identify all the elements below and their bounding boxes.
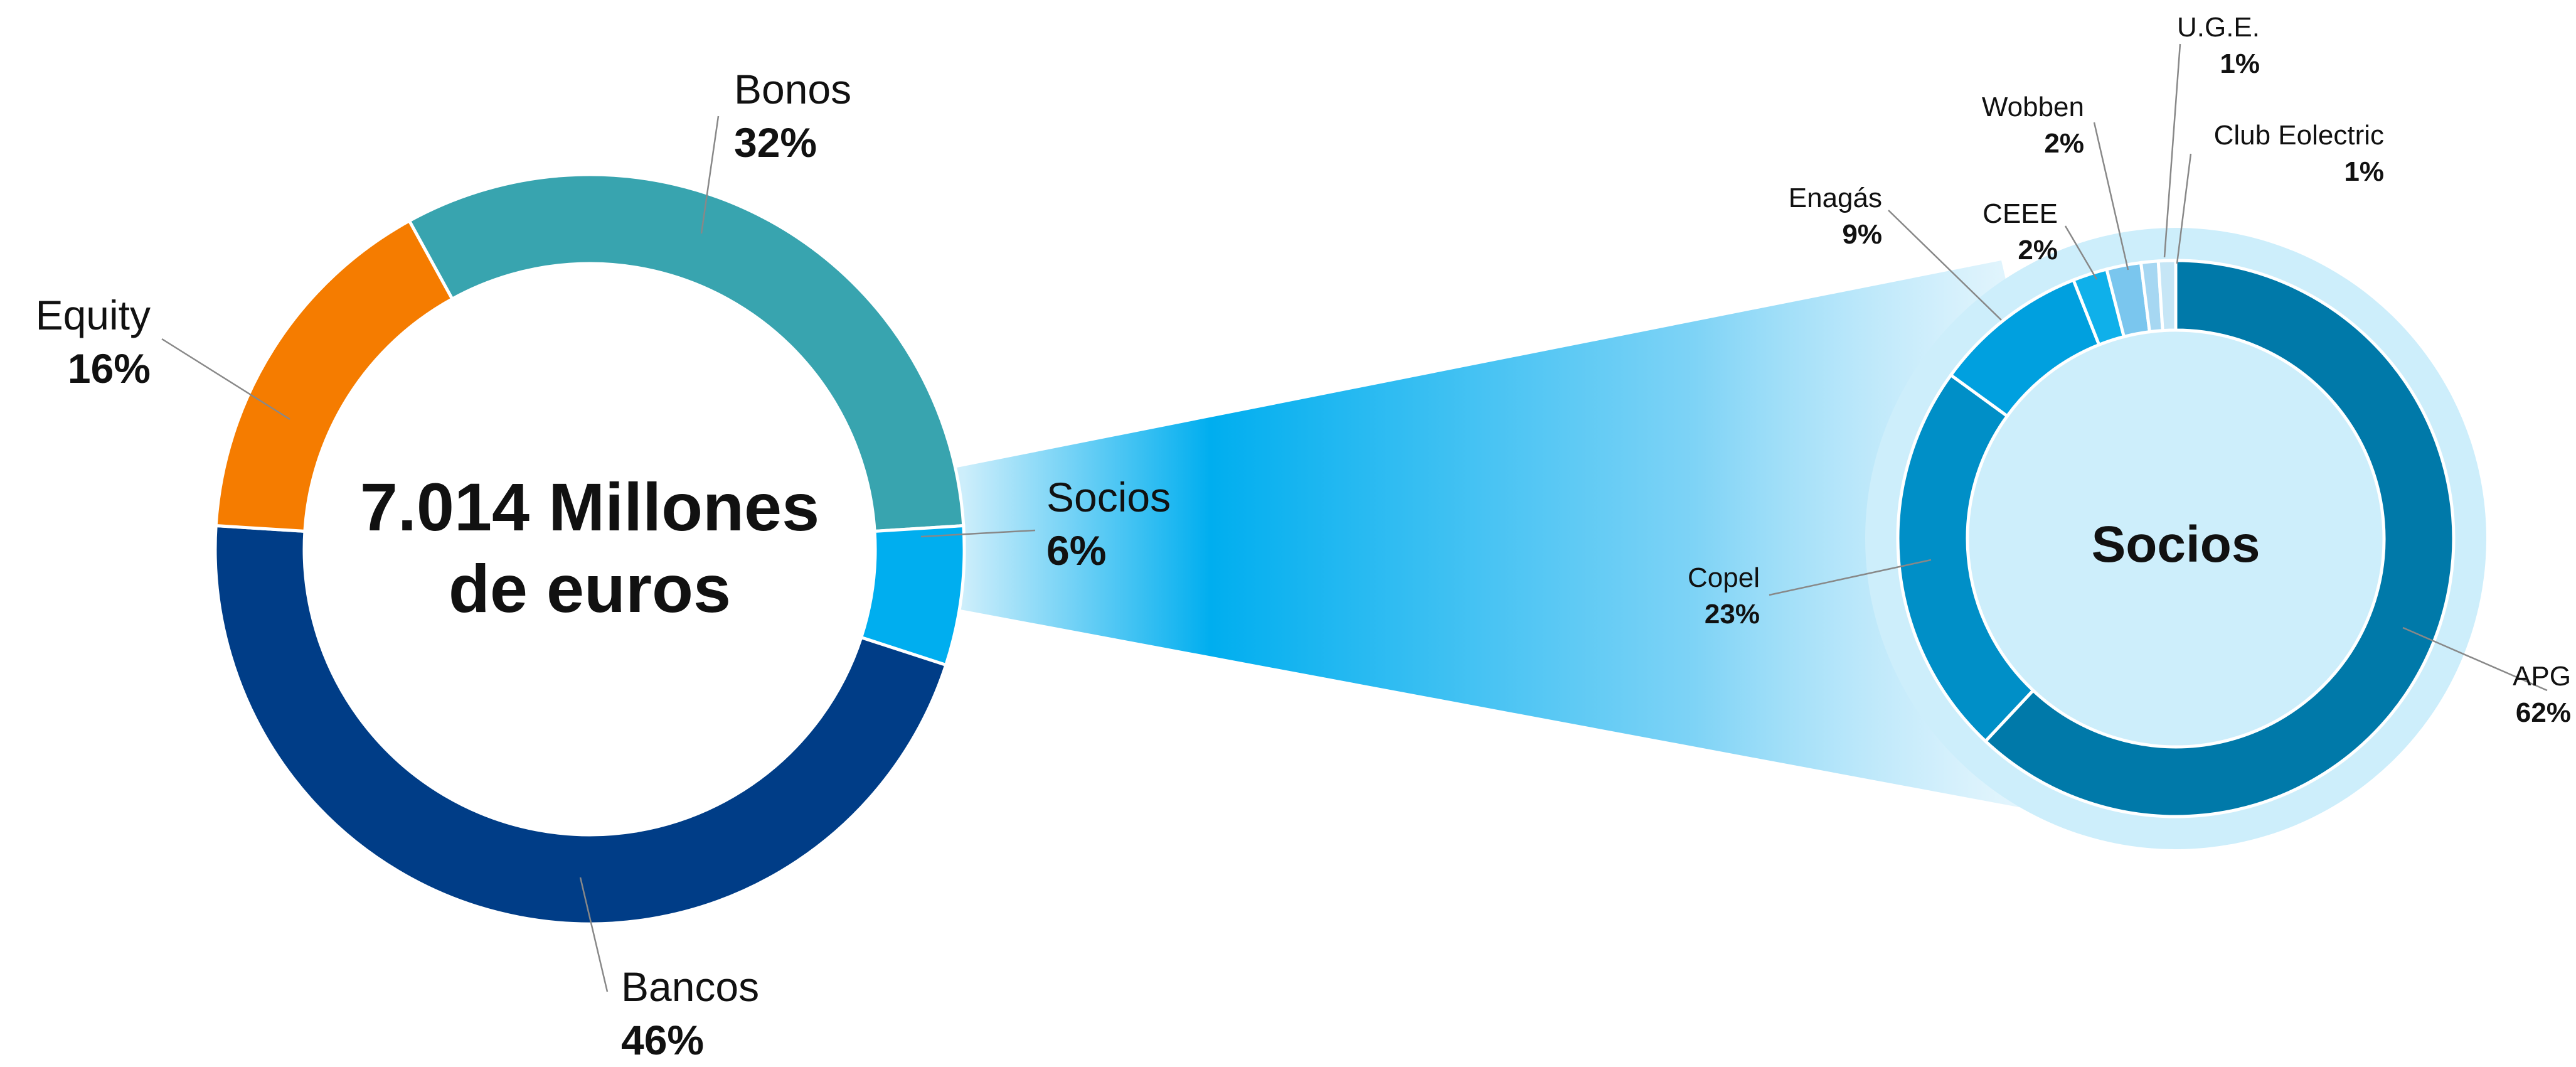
main-leader-equity: [161, 338, 290, 421]
breakdown-leader-ceee: [2064, 225, 2098, 280]
center-label-line-2: de euros: [449, 550, 731, 626]
main-value-equity: 16%: [68, 345, 151, 392]
breakdown-value-wobben: 2%: [2044, 128, 2084, 159]
main-donut: [213, 173, 966, 926]
breakdown-value-u-g-e: 1%: [2220, 48, 2260, 79]
breakdown-label-enagas: Enagás: [1789, 183, 1882, 213]
breakdown-value-club-eolectric: 1%: [2344, 156, 2384, 187]
breakdown-title: Socios: [2092, 516, 2260, 573]
breakdown-leader-apg: [2402, 626, 2548, 692]
breakdown-value-ceee: 2%: [2018, 235, 2058, 265]
main-value-socios: 6%: [1046, 527, 1106, 574]
main-value-bonos: 32%: [734, 119, 817, 166]
center-label-line-1: 7.014 Millones: [360, 469, 819, 545]
breakdown-label-apg: APG: [2513, 661, 2571, 692]
main-slice-equity: [214, 218, 455, 534]
breakdown-value-enagas: 9%: [1842, 219, 1882, 250]
breakdown-value-copel: 23%: [1705, 599, 1760, 630]
main-slice-bancos: [213, 523, 948, 926]
breakdown-leader-wobben: [2093, 122, 2129, 271]
main-leader-socios: [920, 529, 1036, 538]
breakdown-label-u-g-e: U.G.E.: [2177, 12, 2260, 43]
breakdown-value-apg: 62%: [2516, 697, 2571, 728]
main-label-bancos: Bancos: [621, 963, 759, 1010]
breakdown-donut: [1896, 259, 2456, 818]
main-value-bancos: 46%: [621, 1017, 704, 1063]
breakdown-leader-enagas: [1888, 210, 2002, 321]
main-label-bonos: Bonos: [734, 66, 851, 112]
main-label-socios: Socios: [1046, 474, 1171, 520]
breakdown-label-club-eolectric: Club Eolectric: [2214, 120, 2384, 151]
breakdown-slice-copel: [1896, 373, 2036, 744]
breakdown-slice-apg: [1983, 259, 2456, 818]
breakdown-label-ceee: CEEE: [1983, 198, 2058, 229]
breakdown-labels: APG 62% Copel 23% Enagás 9% CEEE 2% Wobben 2% U.G.…: [1688, 12, 2571, 728]
breakdown-label-wobben: Wobben: [1982, 92, 2084, 122]
main-labels: Bonos 32% Socios 6% Bancos 46% Equity 16%: [36, 66, 1171, 1063]
breakdown-slice-club-eolectric: [2156, 259, 2178, 333]
main-leader-bancos: [579, 877, 609, 992]
main-center-label: 7.014 Millones de euros: [360, 469, 819, 626]
main-label-equity: Equity: [36, 292, 151, 338]
breakdown-leader-club-eolectric: [2176, 153, 2192, 264]
breakdown-leader-copel: [1769, 559, 1932, 596]
breakdown-label-copel: Copel: [1688, 562, 1760, 593]
connector-band: [957, 260, 2133, 828]
breakdown-leader-u-g-e: [2163, 43, 2181, 258]
main-slice-bonos: [407, 173, 966, 534]
main-leader-bonos: [700, 115, 720, 234]
